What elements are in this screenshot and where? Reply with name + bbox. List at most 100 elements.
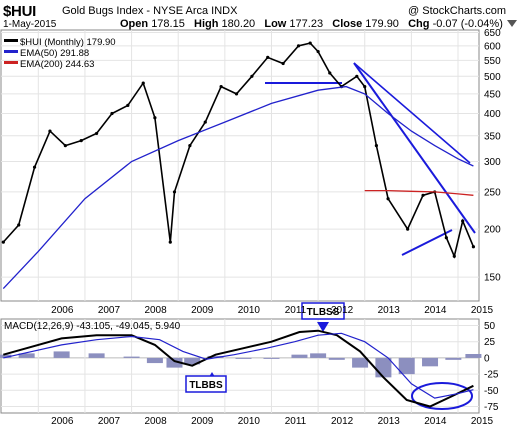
price-tick-label: 300: [484, 157, 501, 168]
macd-histogram-bar: [53, 351, 70, 358]
macd-year-label: 2006: [51, 416, 74, 427]
macd-histogram-bar: [166, 357, 183, 368]
price-point: [386, 197, 390, 201]
price-point: [296, 44, 301, 48]
macd-histogram-bar: [263, 357, 280, 359]
price-point: [126, 103, 130, 107]
price-year-label: 2010: [238, 305, 261, 316]
macd-histogram-bar: [18, 353, 35, 358]
macd-histogram-bar: [328, 357, 345, 360]
price-series-line: [2, 42, 475, 259]
price-year-label: 2011: [285, 305, 307, 316]
price-tick-label: 450: [484, 89, 501, 100]
price-year-label: 2007: [98, 305, 121, 316]
price-tick-label: 400: [484, 109, 501, 120]
macd-histogram-bar: [465, 354, 482, 358]
price-point: [444, 236, 448, 240]
macd-tick-label: -25: [484, 370, 499, 381]
legend-label: EMA(200) 244.63: [20, 59, 94, 70]
close-label: Close: [332, 18, 363, 30]
macd-series-line: [3, 329, 474, 408]
price-year-label: 2006: [51, 305, 74, 316]
price-point: [316, 49, 320, 54]
macd-histogram-bar: [235, 357, 252, 359]
price-point: [471, 245, 476, 249]
price-year-label: 2013: [378, 305, 401, 316]
high-value: 180.20: [221, 18, 256, 30]
macd-histogram-bar: [291, 354, 308, 358]
price-year-label: 2008: [144, 305, 167, 316]
price-point: [17, 223, 21, 227]
tlbbs-badge: [185, 375, 227, 393]
chevron-down-icon[interactable]: [507, 20, 517, 27]
price-point: [328, 71, 332, 75]
price-point: [406, 227, 410, 231]
price-tick-label: 600: [484, 41, 501, 52]
macd-year-label: 2015: [471, 416, 494, 427]
price-point: [219, 85, 223, 89]
downtrend-line-short: [353, 62, 471, 164]
price-point: [168, 240, 172, 244]
price-series-line: [364, 189, 474, 196]
macd-tick-label: -50: [484, 386, 499, 397]
macd-year-label: 2008: [144, 416, 167, 427]
price-point: [308, 41, 312, 45]
price-point: [110, 111, 114, 116]
macd-histogram-bar: [310, 353, 327, 358]
price-point: [421, 193, 425, 197]
legend-swatch: [4, 39, 18, 42]
macd-crossover-circle: [411, 382, 473, 410]
price-point: [95, 131, 99, 136]
price-tick-label: 650: [484, 28, 501, 39]
macd-year-label: 2007: [98, 416, 121, 427]
macd-histogram-bar: [123, 356, 140, 358]
price-point: [234, 92, 239, 96]
macd-tick-label: -75: [484, 402, 499, 413]
macd-legend-label: MACD(12,26,9) -43.105, -49.045, 5.940: [4, 321, 181, 332]
macd-histogram-bar: [352, 357, 369, 368]
open-value: 178.15: [151, 18, 185, 30]
price-year-label: 2012: [331, 305, 354, 316]
ticker-symbol: $HUI: [3, 3, 36, 20]
ohlc-readout: Open 178.15 High 180.20 Low 177.23 Close…: [120, 18, 503, 30]
price-point: [281, 61, 285, 66]
bar-date: 1-May-2015: [3, 19, 57, 30]
macd-year-label: 2010: [238, 416, 261, 427]
macd-histogram-bar: [445, 357, 462, 360]
price-point: [452, 254, 456, 258]
price-point: [266, 55, 270, 60]
macd-series-line: [3, 332, 474, 399]
macd-year-label: 2011: [285, 416, 307, 427]
price-point: [172, 190, 177, 194]
downtrend-line-long: [353, 62, 476, 234]
price-point: [355, 74, 359, 78]
price-tick-label: 150: [484, 273, 501, 284]
price-point: [188, 144, 192, 148]
tlbss-badge: [301, 302, 345, 320]
chg-label: Chg: [408, 18, 430, 30]
price-point: [250, 74, 254, 78]
macd-histogram-bar: [88, 353, 105, 358]
price-series-line: [2, 85, 474, 290]
macd-year-label: 2009: [191, 416, 214, 427]
macd-histogram-bar: [146, 357, 163, 364]
macd-histogram-bar: [184, 357, 201, 365]
macd-tick-label: 0: [484, 353, 490, 364]
chg-value: -0.07 (-0.04%): [432, 18, 503, 30]
macd-histogram-bar: [207, 355, 224, 358]
price-point: [32, 165, 37, 169]
stockcharts-credit: @ StockCharts.com: [408, 5, 506, 17]
macd-tick-label: 50: [484, 321, 496, 332]
price-point: [141, 81, 145, 85]
tlbss-label: TLBSS: [307, 307, 340, 318]
open-label: Open: [120, 18, 149, 30]
macd-year-label: 2014: [424, 416, 447, 427]
price-point: [1, 240, 5, 244]
price-year-label: 2014: [424, 305, 447, 316]
price-point: [461, 219, 465, 223]
macd-histogram-bar: [0, 354, 12, 358]
legend-label: $HUI (Monthly) 179.90: [20, 37, 116, 48]
price-tick-label: 250: [484, 187, 501, 198]
price-point: [153, 116, 157, 120]
